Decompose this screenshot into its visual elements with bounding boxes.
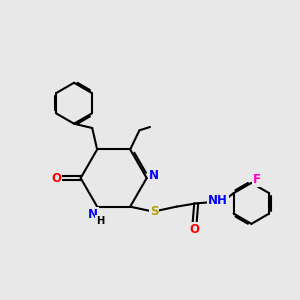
Text: F: F — [253, 173, 261, 186]
Text: N: N — [149, 169, 159, 182]
Text: N: N — [88, 208, 98, 221]
Text: O: O — [52, 172, 61, 184]
Text: O: O — [190, 223, 200, 236]
Text: NH: NH — [208, 194, 228, 207]
Text: S: S — [150, 205, 158, 218]
Text: H: H — [96, 216, 104, 226]
